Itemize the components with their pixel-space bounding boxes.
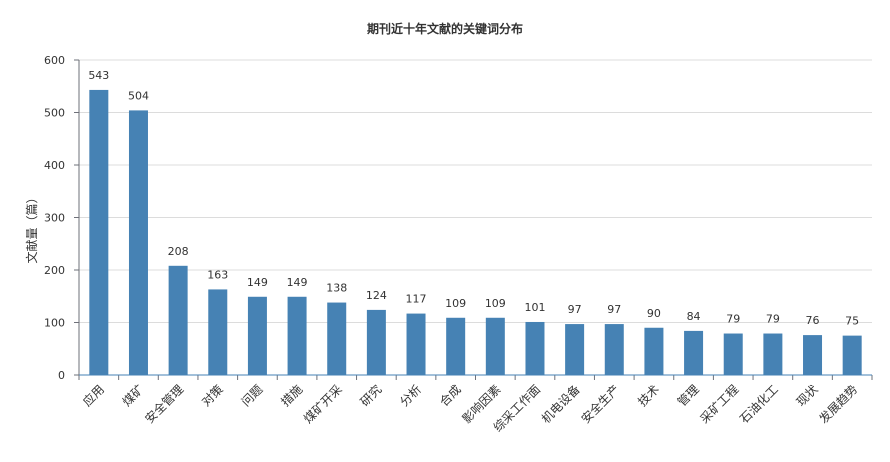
axes [74, 59, 873, 380]
bars [89, 89, 862, 376]
data-label: 138 [326, 282, 347, 295]
bar [684, 330, 704, 375]
data-label: 117 [406, 293, 427, 306]
x-tick-label: 采矿工程 [697, 382, 742, 427]
data-label: 97 [607, 303, 621, 316]
bar [406, 313, 426, 375]
data-label: 149 [247, 276, 268, 289]
bar [604, 324, 624, 375]
x-tick-label: 管理 [674, 382, 702, 410]
x-tick-label: 问题 [239, 382, 266, 409]
data-label: 90 [647, 307, 661, 320]
bar [128, 110, 148, 376]
data-label: 97 [568, 303, 582, 316]
data-label: 109 [445, 297, 466, 310]
x-tick-label: 发展趋势 [816, 382, 861, 427]
bar [763, 333, 783, 375]
x-tick-label: 安全生产 [578, 382, 623, 427]
y-tick-label: 100 [44, 317, 65, 330]
labels: 0 100 200 300 400 500 600 文献量（篇） 543 应用 504 煤矿 208 安全… [24, 54, 860, 435]
bar [208, 289, 228, 375]
data-label: 149 [287, 276, 308, 289]
x-tick-label: 合成 [436, 382, 464, 410]
bar [168, 265, 188, 375]
x-tick-label: 现状 [794, 382, 821, 409]
data-label: 84 [687, 310, 701, 323]
x-tick-label: 机电设备 [539, 382, 583, 426]
x-tick-label: 对策 [199, 382, 226, 409]
x-tick-label: 研究 [357, 382, 385, 410]
x-tick-label: 石油化工 [737, 382, 781, 426]
grid-lines [79, 59, 872, 323]
data-label: 208 [168, 245, 189, 258]
x-tick-label: 技术 [635, 382, 662, 409]
data-label: 76 [806, 314, 820, 327]
bar [247, 296, 267, 375]
bar [446, 317, 466, 375]
bar [842, 335, 862, 375]
data-label: 504 [128, 89, 149, 102]
x-tick-label: 应用 [79, 382, 107, 410]
x-tick-label: 分析 [397, 382, 424, 409]
chart-title: 期刊近十年文献的关键词分布 [366, 22, 523, 36]
data-label: 163 [207, 268, 228, 281]
bar [644, 327, 664, 375]
x-tick-label: 煤矿 [120, 382, 147, 409]
bar [89, 89, 109, 376]
y-tick-label: 200 [44, 264, 65, 277]
bar [803, 335, 823, 375]
y-tick-label: 300 [44, 212, 65, 225]
x-tick-label: 安全管理 [142, 382, 187, 427]
x-tick-label: 措施 [278, 382, 305, 409]
bar [525, 321, 545, 375]
y-tick-label: 400 [44, 159, 65, 172]
data-label: 75 [845, 315, 859, 328]
data-label: 79 [766, 313, 780, 326]
y-axis-title: 文献量（篇） [24, 191, 39, 263]
bar [723, 333, 743, 375]
bar [485, 317, 505, 375]
data-label: 109 [485, 297, 506, 310]
y-tick-label: 500 [44, 107, 65, 120]
y-tick-label: 600 [44, 54, 65, 67]
bar [366, 309, 386, 375]
y-tick-label: 0 [58, 369, 65, 382]
bar [327, 302, 347, 375]
data-label: 79 [726, 313, 740, 326]
x-tick-label: 煤矿开采 [301, 382, 345, 426]
bar [287, 296, 307, 375]
data-label: 543 [88, 69, 109, 82]
bar [565, 324, 585, 375]
data-label: 124 [366, 289, 387, 302]
data-label: 101 [524, 301, 545, 314]
